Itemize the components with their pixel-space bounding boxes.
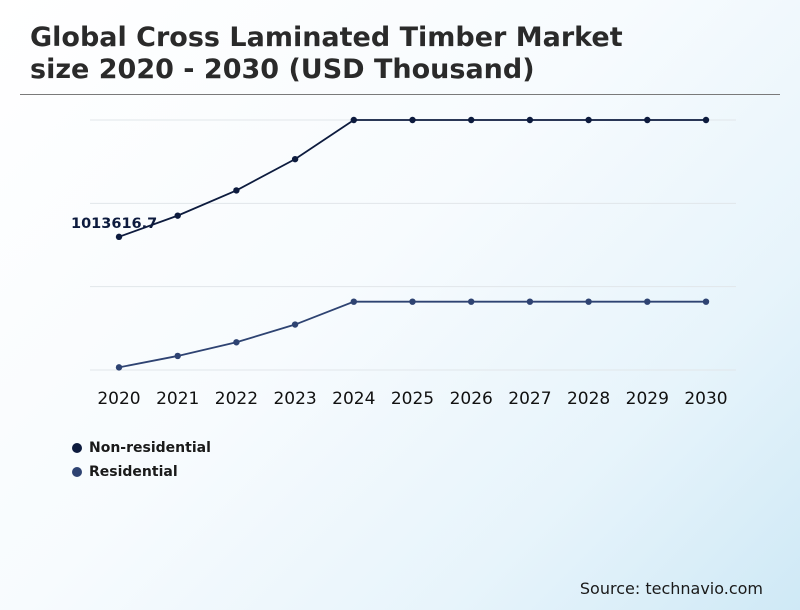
point-1-2025: [409, 298, 416, 305]
point-1-2020: [115, 364, 123, 371]
point-0-2030: [702, 116, 710, 124]
point-1-2028: [585, 298, 592, 305]
point-0-2024: [350, 116, 357, 124]
series-line-1: [118, 300, 706, 369]
point-0-2023: [291, 155, 299, 163]
line-chart: 2020 2021 2022 2023 2024 2025 2026 2027 2028 2029…: [71, 116, 736, 409]
point-0-2021: [174, 212, 181, 219]
x-tick-label-2022: 2022: [215, 389, 258, 409]
source-credit: Source: technavio.com: [579, 579, 763, 598]
chart-title: Global Cross Laminated Timber Market siz…: [30, 22, 623, 86]
legend: Non-residential Residential: [72, 436, 211, 484]
chart-title-line-2: size 2020 - 2030 (USD Thousand): [30, 54, 535, 85]
point-1-2030: [702, 298, 710, 305]
point-1-2027: [526, 298, 534, 305]
title-divider: [20, 94, 780, 95]
point-0-2020: [115, 233, 123, 241]
x-tick-label-2027: 2027: [508, 389, 551, 409]
x-tick-label-2028: 2028: [567, 389, 610, 409]
point-1-2021: [174, 352, 181, 360]
legend-label-non-residential: Non-residential: [89, 440, 211, 456]
x-tick-label-2026: 2026: [450, 389, 493, 409]
point-0-2022: [233, 187, 240, 194]
point-0-2026: [468, 116, 475, 124]
x-tick-label-2023: 2023: [273, 389, 316, 409]
series-line-0: [118, 119, 706, 238]
point-1-2026: [468, 298, 475, 305]
point-0-2027: [526, 116, 534, 124]
point-0-2025: [409, 116, 416, 124]
legend-label-residential: Residential: [89, 464, 178, 480]
point-1-2023: [291, 321, 299, 328]
chart-title-line-1: Global Cross Laminated Timber Market: [30, 22, 623, 53]
point-1-2024: [350, 298, 357, 305]
legend-item-residential: Residential: [72, 460, 211, 484]
x-tick-label-2025: 2025: [391, 389, 434, 409]
legend-dot-non-residential: [72, 443, 82, 453]
x-tick-label-2021: 2021: [156, 389, 199, 409]
point-0-2028: [585, 116, 592, 124]
legend-item-non-residential: Non-residential: [72, 436, 211, 460]
x-tick-label-2024: 2024: [332, 389, 375, 409]
x-tick-label-2030: 2030: [684, 389, 727, 409]
data-label-0: 1013616.7: [71, 216, 157, 232]
point-0-2029: [644, 116, 651, 124]
x-tick-label-2020: 2020: [97, 389, 140, 409]
legend-dot-residential: [72, 467, 82, 477]
point-1-2022: [233, 339, 240, 346]
point-1-2029: [644, 298, 651, 305]
x-tick-label-2029: 2029: [626, 389, 669, 409]
